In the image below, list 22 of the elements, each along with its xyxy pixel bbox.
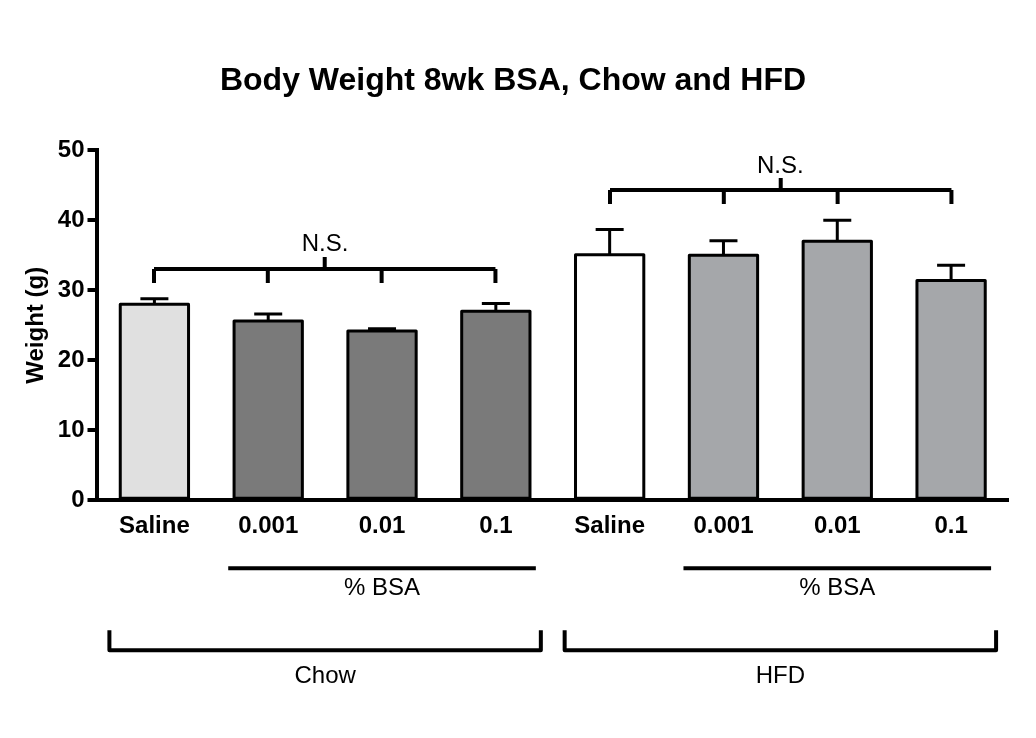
annotation: N.S.	[301, 229, 349, 257]
y-axis-title: Weight (g)	[21, 266, 49, 384]
x-tick-label: 0.01	[813, 511, 861, 539]
text: % BSA	[799, 572, 876, 600]
text: HFD	[755, 660, 806, 688]
x-tick-label: 0.1	[934, 511, 968, 539]
x-tick-label: Saline	[574, 511, 646, 539]
text: Chow	[294, 660, 357, 688]
y-tick-label: 30	[57, 274, 85, 302]
x-tick-label: 0.001	[693, 511, 754, 539]
y-tick-label: 0	[71, 484, 85, 512]
y-tick-label: 40	[57, 204, 85, 232]
y-tick-label: 10	[57, 414, 85, 442]
x-tick-label: 0.001	[238, 511, 299, 539]
text: % BSA	[344, 572, 421, 600]
y-tick-label: 50	[57, 135, 85, 163]
annotation: N.S.	[757, 150, 804, 178]
chart-title: Body Weight 8wk BSA, Chow and HFD	[219, 61, 807, 98]
x-tick-label: 0.1	[479, 511, 513, 539]
y-tick-label: 20	[57, 344, 85, 372]
x-tick-label: 0.01	[358, 511, 406, 539]
x-tick-label: Saline	[119, 511, 190, 539]
